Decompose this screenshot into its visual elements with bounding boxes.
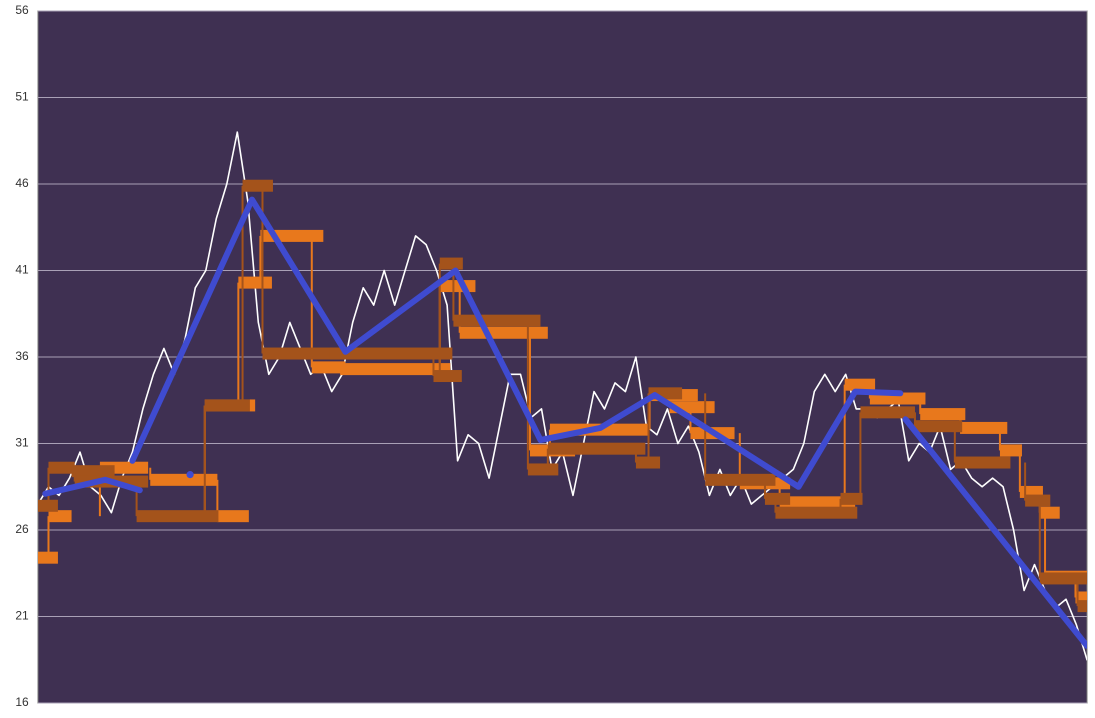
line [42,476,143,497]
range-bar [1025,494,1051,507]
range-bar [48,510,72,523]
range-bar [999,444,1022,457]
range-bar [1039,572,1087,585]
range-bar [1075,591,1087,604]
line [902,416,1087,649]
range-bar [217,510,249,523]
range-bar [38,551,58,564]
y-tick-label: 41 [15,263,29,277]
range-bar [705,473,776,486]
range-bar [914,420,963,433]
y-tick-label: 51 [15,90,29,104]
range-bar [439,257,463,270]
range-bar [433,370,462,383]
range-bar [238,276,272,289]
range-bar [779,496,856,509]
y-tick-label: 56 [15,3,29,17]
range-bar [340,363,451,376]
y-tick-label: 46 [15,176,29,190]
y-tick-label: 31 [15,436,29,450]
plot-marks [38,131,1087,661]
range-bar [71,465,115,478]
range-bar [48,461,75,474]
range-bar [840,492,863,505]
y-tick-label: 16 [15,695,29,709]
range-bar [242,179,273,192]
line-point [186,471,194,479]
range-bar [920,408,966,421]
range-bar [1077,600,1087,613]
line [129,196,904,490]
range-bar [38,499,58,512]
range-bar [136,510,219,523]
range-bar [764,492,791,505]
range-bar [527,463,559,476]
range-bar [1039,506,1060,519]
range-bar [960,421,1008,434]
range-bar [453,314,541,327]
range-bar [844,378,876,391]
range-bar [635,456,661,469]
range-bar [150,473,218,486]
range-bar [311,361,346,374]
y-tick-label: 21 [15,609,29,623]
range-bar [459,326,548,339]
range-bar [329,347,453,360]
range-bar [775,506,858,519]
range-bar [262,347,341,360]
y-tick-label: 26 [15,522,29,536]
range-bar [954,456,1011,469]
range-bar [547,442,646,455]
range-bar [860,406,915,419]
range-bar [204,399,250,412]
y-tick-label: 36 [15,349,29,363]
